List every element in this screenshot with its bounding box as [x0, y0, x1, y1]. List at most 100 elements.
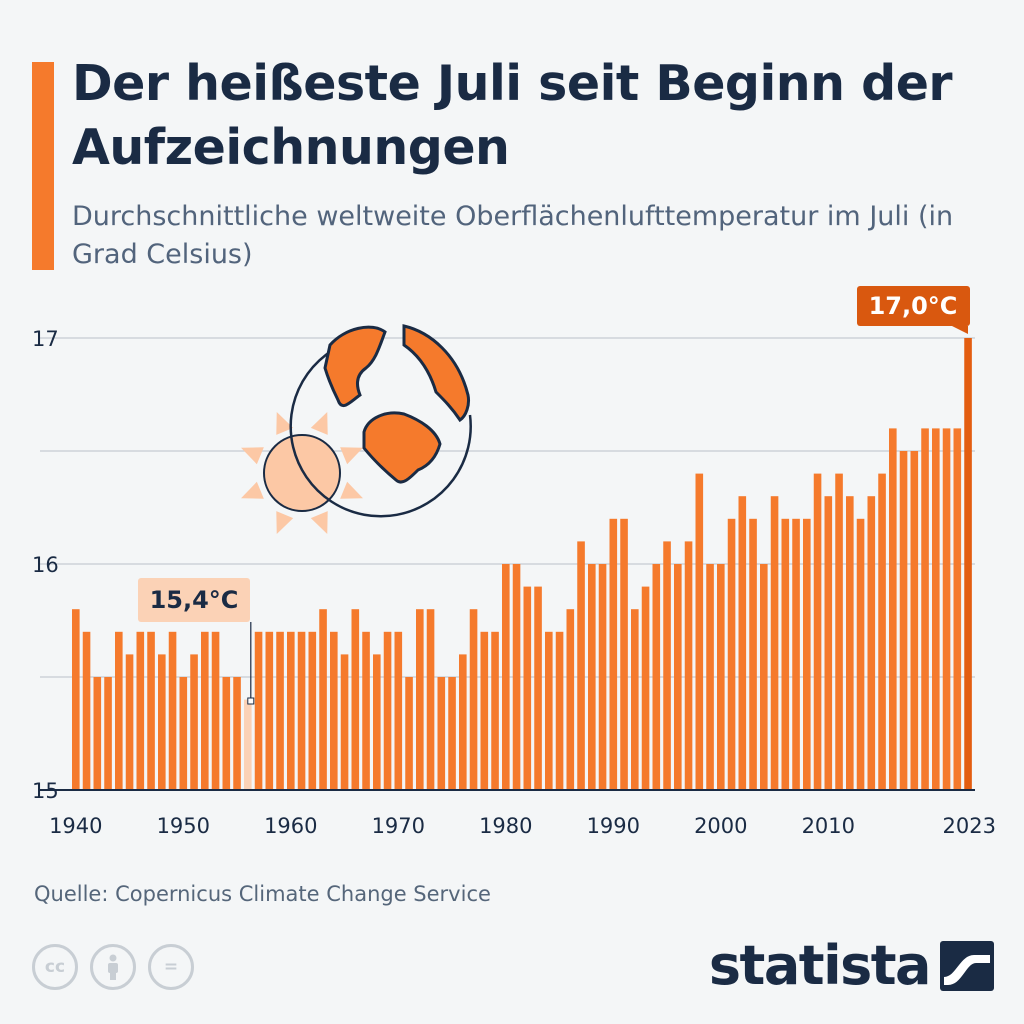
- bar-2008: [803, 518, 811, 790]
- bar-1983: [534, 586, 542, 790]
- bar-1976: [459, 654, 467, 790]
- chart-annotations: 15,4°C 17,0°C: [138, 286, 970, 705]
- sun-ray: [340, 481, 363, 499]
- bar-1973: [426, 609, 435, 790]
- bar-1991: [620, 518, 628, 790]
- bar-1944: [115, 631, 123, 790]
- statista-mark-icon: [940, 940, 994, 991]
- bar-1943: [104, 677, 112, 790]
- sun-ray: [310, 412, 328, 435]
- bar-1984: [545, 631, 553, 790]
- bar-1945: [125, 654, 134, 790]
- chart-title: Der heißeste Juli seit Beginn der Aufzei…: [72, 55, 953, 176]
- bar-2020: [932, 428, 940, 790]
- bar-1998: [695, 473, 704, 790]
- y-axis-labels: 15 16 17: [32, 327, 59, 803]
- bar-1962: [308, 631, 317, 790]
- sun-ray: [276, 511, 294, 534]
- bar-1942: [93, 677, 102, 790]
- x-tick-label: 2023: [943, 814, 996, 838]
- bar-1996: [674, 564, 682, 790]
- bar-2019: [921, 428, 929, 790]
- bar-2001: [727, 518, 736, 790]
- bar-1953: [211, 631, 220, 790]
- bar-1994: [652, 564, 661, 790]
- license-icons: cc =: [32, 944, 194, 990]
- bar-1989: [598, 564, 607, 790]
- bar-1969: [383, 631, 392, 790]
- bar-1977: [469, 609, 478, 790]
- brand-logo[interactable]: statista: [709, 934, 994, 997]
- min-annotation: 15,4°C: [138, 578, 255, 705]
- bar-1963: [319, 609, 327, 790]
- annotation-label-bg: [857, 286, 970, 326]
- bar-1980: [502, 564, 510, 790]
- bar-1997: [684, 541, 693, 790]
- x-tick-label: 1950: [157, 814, 210, 838]
- bar-1950: [179, 677, 188, 790]
- bar-2005: [770, 496, 779, 790]
- bar-2018: [910, 451, 919, 790]
- bar-1986: [566, 609, 575, 790]
- bar-2017: [899, 451, 908, 790]
- bar-1981: [512, 564, 521, 790]
- bar-2021: [942, 428, 951, 790]
- x-axis-labels: 1940 1950 1960 1970 1980 1990 2000 2010 2023: [49, 814, 996, 838]
- bar-2023: [964, 338, 972, 790]
- bar-1941: [82, 631, 91, 790]
- x-tick-label: 2010: [802, 814, 855, 838]
- bar-1964: [330, 631, 338, 790]
- bar-1990: [609, 518, 618, 790]
- bar-2007: [792, 518, 800, 790]
- bar-1957: [254, 631, 263, 790]
- sun-ray: [276, 412, 294, 435]
- bar-1955: [233, 677, 241, 790]
- annotation-pointer: [952, 326, 968, 334]
- bar-1965: [340, 654, 349, 790]
- bar-1959: [276, 631, 284, 790]
- bar-2009: [813, 473, 822, 790]
- bar-2016: [889, 428, 897, 790]
- bar-1974: [437, 677, 446, 790]
- bar-1968: [373, 654, 381, 790]
- no-derivatives-icon[interactable]: =: [148, 944, 194, 990]
- annotation-label: 15,4°C: [150, 586, 239, 614]
- cc-icon[interactable]: cc: [32, 944, 78, 990]
- bar-2022: [953, 428, 962, 790]
- bar-2015: [878, 473, 886, 790]
- bar-2014: [867, 496, 876, 790]
- x-tick-label: 1960: [264, 814, 317, 838]
- x-tick-label: 1940: [49, 814, 102, 838]
- bar-1995: [663, 541, 671, 790]
- bar-2011: [835, 473, 843, 790]
- attribution-icon[interactable]: [90, 944, 136, 990]
- bar-1954: [222, 677, 231, 790]
- x-tick-label: 2000: [694, 814, 747, 838]
- bar-2003: [749, 518, 757, 790]
- globe-sun-illustration: [241, 324, 472, 534]
- bar-1971: [405, 677, 413, 790]
- bar-1993: [641, 586, 650, 790]
- chart-bars: [72, 338, 972, 790]
- bar-1951: [190, 654, 198, 790]
- title-accent-bar: [32, 62, 54, 270]
- annotation-label-bg: [138, 578, 250, 622]
- bar-1982: [523, 586, 532, 790]
- bar-1947: [147, 631, 155, 790]
- y-tick-label: 15: [32, 779, 59, 803]
- bar-1958: [265, 631, 274, 790]
- x-tick-label: 1970: [372, 814, 425, 838]
- bar-2013: [856, 518, 865, 790]
- brand-name: statista: [708, 934, 932, 997]
- bar-1967: [362, 631, 370, 790]
- sun-ray: [241, 447, 264, 465]
- sun-ray: [340, 447, 363, 465]
- bar-2004: [760, 564, 768, 790]
- bar-1985: [555, 631, 564, 790]
- bar-1949: [168, 631, 177, 790]
- source-note: Quelle: Copernicus Climate Change Servic…: [34, 882, 491, 906]
- bar-2006: [781, 518, 790, 790]
- y-tick-label: 17: [32, 327, 59, 351]
- sun-icon: [241, 412, 363, 534]
- bar-1975: [448, 677, 456, 790]
